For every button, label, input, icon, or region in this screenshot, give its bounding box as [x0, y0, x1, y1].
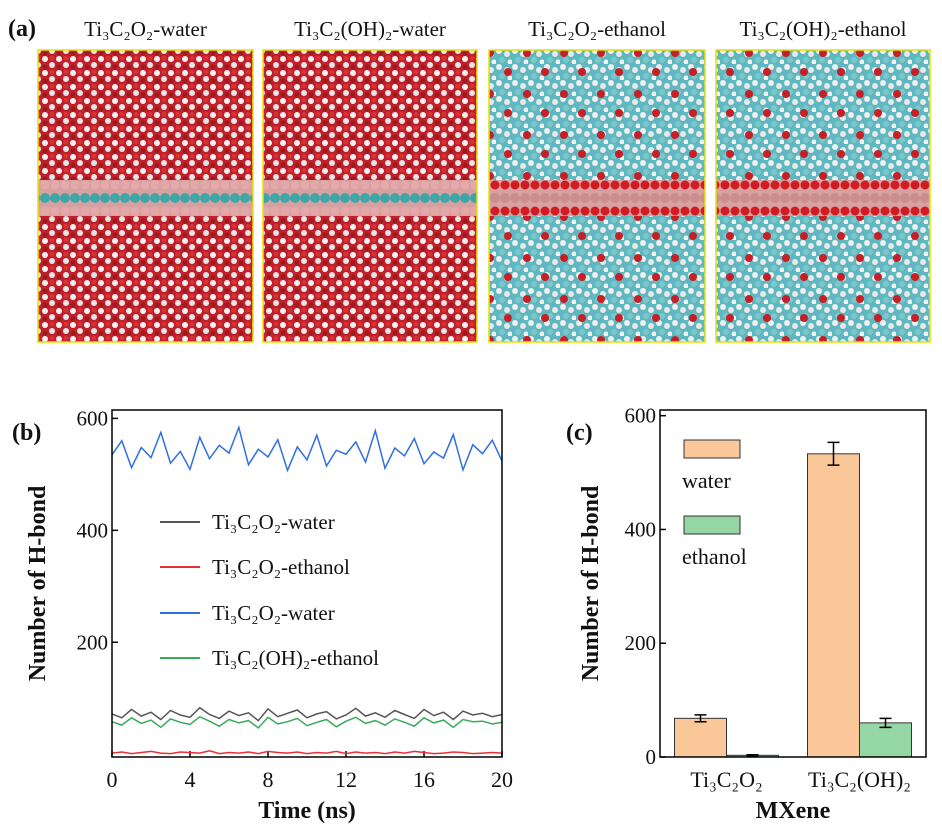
x-tick-label: 16	[413, 767, 435, 792]
y-tick-label: 0	[646, 745, 657, 769]
snapshot-frame	[715, 49, 931, 343]
plot-frame	[659, 409, 927, 758]
panel-label: (c)	[566, 420, 593, 446]
legend-label: Ti₃C₂O₂-ethanol	[212, 555, 350, 579]
x-tick-label: 12	[335, 767, 357, 792]
series-line	[111, 750, 503, 755]
legend-swatch	[683, 439, 741, 459]
error-bar	[746, 753, 759, 757]
bar	[859, 722, 912, 758]
legend-swatch	[683, 515, 741, 535]
legend-label: Ti₃C₂(OH)₂-ethanol	[212, 646, 379, 670]
legend-label: Ti₃C₂O₂-water	[212, 510, 335, 534]
y-tick-label: 600	[77, 406, 109, 430]
y-axis-label: Number of H-bond	[578, 485, 604, 681]
y-tick-label: 200	[77, 630, 109, 654]
series-line	[111, 715, 503, 729]
x-tick-label: 8	[263, 767, 274, 792]
y-tick-label: 600	[625, 404, 657, 428]
snapshot-frame	[488, 49, 706, 343]
error-bar	[694, 714, 707, 723]
y-axis-label: Number of H-bond	[25, 485, 51, 681]
y-tick-label: 400	[625, 517, 657, 541]
plot-frame	[111, 409, 503, 758]
x-tick-label: 0	[107, 767, 118, 792]
error-bar	[827, 441, 840, 466]
series-line	[111, 424, 503, 473]
snapshot-frame	[262, 49, 478, 343]
x-axis-label: MXene	[756, 798, 831, 824]
mxene-layer	[716, 180, 930, 216]
snapshot-frame	[37, 49, 254, 343]
image-title: Ti₃C₂O₂-water	[84, 17, 207, 41]
bar	[807, 453, 860, 758]
panel-label: (b)	[12, 420, 41, 446]
mxene-layer	[489, 180, 705, 216]
y-tick-label: 400	[77, 518, 109, 542]
mxene-layer	[38, 180, 253, 216]
panel-a: Ti₃C₂O₂-water Ti₃C₂(OH)₂-water Ti₃C₂O₂-eth…	[37, 17, 931, 343]
x-tick-label: Ti₃C₂O₂	[690, 767, 762, 792]
legend-label: ethanol	[682, 544, 747, 569]
image-title: Ti₃C₂O₂-ethanol	[528, 17, 666, 41]
legend-label: Ti₃C₂O₂-water	[212, 601, 335, 625]
x-tick-label: 4	[185, 767, 196, 792]
x-tick-label: Ti₃C₂(OH)₂	[808, 767, 911, 792]
x-axis-label: Time (ns)	[258, 798, 356, 824]
panel-label: (a)	[8, 16, 36, 42]
image-title: Ti₃C₂(OH)₂-ethanol	[739, 17, 906, 41]
error-bar	[879, 717, 892, 729]
x-tick-label: 20	[491, 767, 513, 792]
mxene-layer	[263, 180, 477, 216]
image-title: Ti₃C₂(OH)₂-water	[294, 17, 446, 41]
series-line	[111, 706, 503, 722]
y-tick-label: 200	[625, 631, 657, 655]
bar	[674, 717, 727, 758]
legend-label: water	[682, 468, 732, 493]
